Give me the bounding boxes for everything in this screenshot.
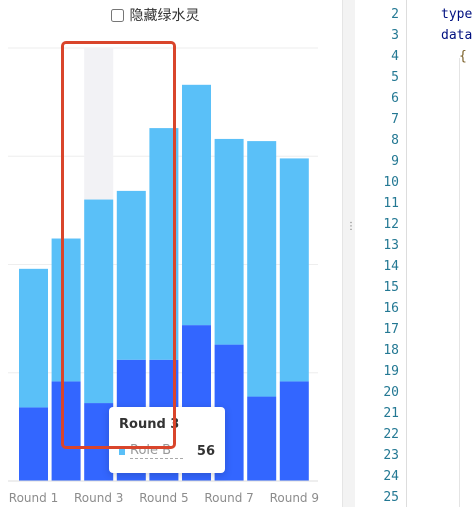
pane-resize-handle[interactable]: ⋮⋮ xyxy=(342,0,355,507)
line-number: 13 xyxy=(359,238,399,253)
x-tick-label: Round 9 xyxy=(270,491,319,505)
bar-segment-top[interactable] xyxy=(280,158,309,381)
line-number: 11 xyxy=(359,196,399,211)
line-number: 5 xyxy=(359,70,399,85)
bar-segment-top[interactable] xyxy=(215,139,244,345)
line-number-gutter: 2 3 4 5 6 7 8 9 10 11 12 13 14 15 16 17 18 19 20 21 22 23 24 25 xyxy=(355,0,401,507)
tooltip-series-marker xyxy=(119,449,125,455)
tooltip-series-value: 56 xyxy=(197,444,215,459)
indent-guide xyxy=(459,58,460,507)
bar-segment-top[interactable] xyxy=(149,128,178,360)
bar-segment-top[interactable] xyxy=(19,269,48,408)
line-number: 6 xyxy=(359,91,399,106)
x-tick-label: Round 1 xyxy=(9,491,58,505)
line-number: 7 xyxy=(359,112,399,127)
bar-segment-top[interactable] xyxy=(84,200,113,404)
bar-segment-top[interactable] xyxy=(117,191,146,360)
bar-segment-bottom[interactable] xyxy=(247,397,276,481)
line-number: 15 xyxy=(359,280,399,295)
bar-segment-bottom[interactable] xyxy=(19,407,48,481)
line-number: 4 xyxy=(359,49,399,64)
x-tick-label: Round 7 xyxy=(204,491,253,505)
hide-series-checkbox[interactable] xyxy=(111,9,124,22)
tooltip-title: Round 3 xyxy=(119,417,215,432)
line-number: 25 xyxy=(359,490,399,505)
line-number: 23 xyxy=(359,448,399,463)
line-number: 8 xyxy=(359,133,399,148)
hide-series-toggle[interactable]: 隐藏绿水灵 xyxy=(0,5,310,25)
bar-segment-bottom[interactable] xyxy=(52,381,81,481)
x-tick-label: Round 5 xyxy=(139,491,188,505)
line-number: 3 xyxy=(359,28,399,43)
line-number: 17 xyxy=(359,322,399,337)
line-number: 20 xyxy=(359,385,399,400)
line-number: 12 xyxy=(359,217,399,232)
code-line-3: data xyxy=(441,28,472,43)
chart-preview-panel: Round 1 Round 3 Round 5 Round 7 Round 9 隐藏绿水… xyxy=(0,0,342,507)
line-number: 16 xyxy=(359,301,399,316)
bar-segment-top[interactable] xyxy=(182,85,211,325)
line-number: 18 xyxy=(359,343,399,358)
line-number: 2 xyxy=(359,7,399,22)
line-number: 14 xyxy=(359,259,399,274)
hide-series-label: 隐藏绿水灵 xyxy=(130,5,200,25)
line-number: 24 xyxy=(359,469,399,484)
tooltip-series-name: Role B xyxy=(130,444,183,459)
line-number: 10 xyxy=(359,175,399,190)
line-number: 21 xyxy=(359,406,399,421)
chart-tooltip: Round 3 Role B 56 xyxy=(109,407,225,473)
line-number: 22 xyxy=(359,427,399,442)
code-line-2: type xyxy=(441,7,472,22)
code-area[interactable]: type data { xyxy=(406,0,475,507)
x-tick-label: Round 3 xyxy=(74,491,123,505)
line-number: 9 xyxy=(359,154,399,169)
line-number: 19 xyxy=(359,364,399,379)
bar-segment-bottom[interactable] xyxy=(280,381,309,481)
code-line-4: { xyxy=(459,49,467,64)
bar-segment-top[interactable] xyxy=(52,239,81,382)
code-editor[interactable]: 2 3 4 5 6 7 8 9 10 11 12 13 14 15 16 17 18 19 20 21 22 23 24 25… xyxy=(355,0,475,507)
bar-segment-top[interactable] xyxy=(247,141,276,396)
tooltip-series-row: Role B 56 xyxy=(119,444,215,459)
